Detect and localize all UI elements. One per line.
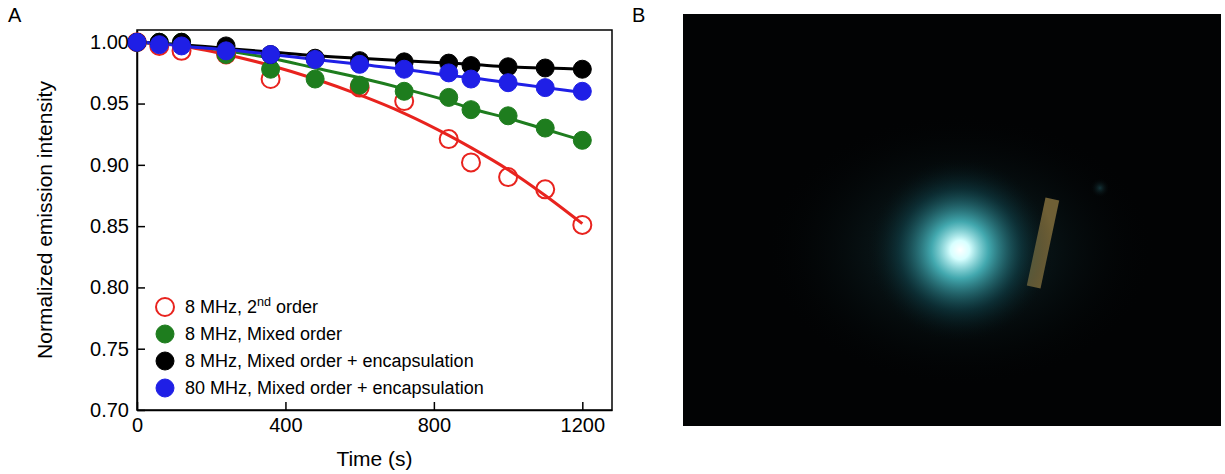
x-tick-label: 1200 xyxy=(561,414,606,436)
panel-label: B xyxy=(632,4,645,26)
legend-marker xyxy=(156,298,174,316)
data-point xyxy=(462,70,480,88)
plot-frame xyxy=(137,30,612,410)
photo-spot xyxy=(1090,178,1110,198)
y-tick-label: 1.00 xyxy=(90,31,129,53)
x-tick-label: 400 xyxy=(269,414,302,436)
y-tick-label: 0.85 xyxy=(90,215,129,237)
x-tick-mark xyxy=(434,402,436,410)
data-point xyxy=(306,50,324,68)
data-point xyxy=(217,42,235,60)
y-tick: 0.75 xyxy=(90,338,145,360)
x-tick: 400 xyxy=(269,402,302,436)
photo-haze xyxy=(760,110,1160,390)
y-tick-label: 0.75 xyxy=(90,338,129,360)
legend-label: 8 MHz, Mixed order + encapsulation xyxy=(185,351,474,371)
x-tick-mark xyxy=(285,402,287,410)
x-tick: 1200 xyxy=(561,402,606,436)
x-tick: 800 xyxy=(418,402,451,436)
data-point xyxy=(440,88,458,106)
legend-label: 8 MHz, Mixed order xyxy=(185,324,342,344)
data-point xyxy=(128,33,146,51)
data-point xyxy=(499,58,517,76)
x-tick-label: 0 xyxy=(132,414,143,436)
y-axis: 0.70 0.75 0.80 0.85 0.90 0.95 1.00 xyxy=(90,31,145,421)
plot-marks xyxy=(128,33,591,234)
fit-line xyxy=(137,42,582,140)
y-tick: 0.80 xyxy=(90,276,145,298)
data-point xyxy=(173,37,191,55)
photo-background xyxy=(683,14,1221,426)
legend: 8 MHz, 2nd order 8 MHz, Mixed order 8 MHz,… xyxy=(156,295,484,398)
data-point xyxy=(262,46,280,64)
data-point xyxy=(573,82,591,100)
legend-item: 8 MHz, 2nd order xyxy=(156,295,318,317)
y-tick: 1.00 xyxy=(90,31,145,53)
y-tick: 0.90 xyxy=(90,154,145,176)
data-point xyxy=(536,59,554,77)
data-point xyxy=(499,168,517,186)
x-tick-mark xyxy=(582,402,584,410)
data-point xyxy=(128,33,146,51)
data-point xyxy=(306,70,324,88)
data-point xyxy=(499,107,517,125)
y-tick-label: 0.95 xyxy=(90,92,129,114)
photo-glow xyxy=(865,155,1055,345)
legend-item: 80 MHz, Mixed order + encapsulation xyxy=(156,378,484,398)
data-point xyxy=(499,74,517,92)
fit-line xyxy=(137,42,582,223)
data-point xyxy=(462,101,480,119)
data-point xyxy=(262,46,280,64)
figure: 0.70 0.75 0.80 0.85 0.90 0.95 1.00 0 400 800 1200 T… xyxy=(0,0,1225,474)
data-point xyxy=(440,64,458,82)
data-point xyxy=(351,76,369,94)
x-axis-line xyxy=(138,410,613,412)
y-tick-mark xyxy=(137,287,145,289)
legend-item: 8 MHz, Mixed order xyxy=(156,324,342,344)
legend-marker xyxy=(156,352,174,370)
legend-label: 80 MHz, Mixed order + encapsulation xyxy=(185,378,484,398)
y-tick: 0.95 xyxy=(90,92,145,114)
data-point xyxy=(150,36,168,54)
x-tick-mark xyxy=(137,402,139,410)
data-point xyxy=(462,153,480,171)
y-tick-mark xyxy=(137,348,145,350)
y-tick-label: 0.80 xyxy=(90,276,129,298)
data-point xyxy=(128,33,146,51)
y-axis-title: Normalized emission intensity xyxy=(33,81,56,359)
data-point xyxy=(395,82,413,100)
y-tick-label: 0.90 xyxy=(90,154,129,176)
x-tick-label: 800 xyxy=(418,414,451,436)
legend-marker xyxy=(156,379,174,397)
y-tick-label: 0.70 xyxy=(90,399,129,421)
y-tick-mark xyxy=(137,226,145,228)
data-point xyxy=(573,216,591,234)
legend-marker xyxy=(156,325,174,343)
y-axis-line xyxy=(137,31,139,411)
photo xyxy=(683,14,1221,426)
data-point xyxy=(395,60,413,78)
data-point xyxy=(440,130,458,148)
data-point xyxy=(351,55,369,73)
data-point xyxy=(573,60,591,78)
y-tick-mark xyxy=(137,165,145,167)
data-point xyxy=(536,119,554,137)
data-point xyxy=(128,33,146,51)
x-tick: 0 xyxy=(132,402,143,436)
y-tick: 0.85 xyxy=(90,215,145,237)
legend-item: 8 MHz, Mixed order + encapsulation xyxy=(156,351,474,371)
data-point xyxy=(573,131,591,149)
y-tick-mark xyxy=(137,103,145,105)
data-point xyxy=(536,180,554,198)
x-axis: 0 400 800 1200 xyxy=(132,402,613,436)
superscript: nd xyxy=(257,295,271,309)
legend-label: 8 MHz, 2nd order xyxy=(185,295,318,317)
text-part: order xyxy=(271,297,318,317)
data-point xyxy=(536,79,554,97)
x-axis-title: Time (s) xyxy=(336,447,412,470)
panel-label: A xyxy=(8,4,22,26)
text-part: 8 MHz, 2 xyxy=(185,297,257,317)
